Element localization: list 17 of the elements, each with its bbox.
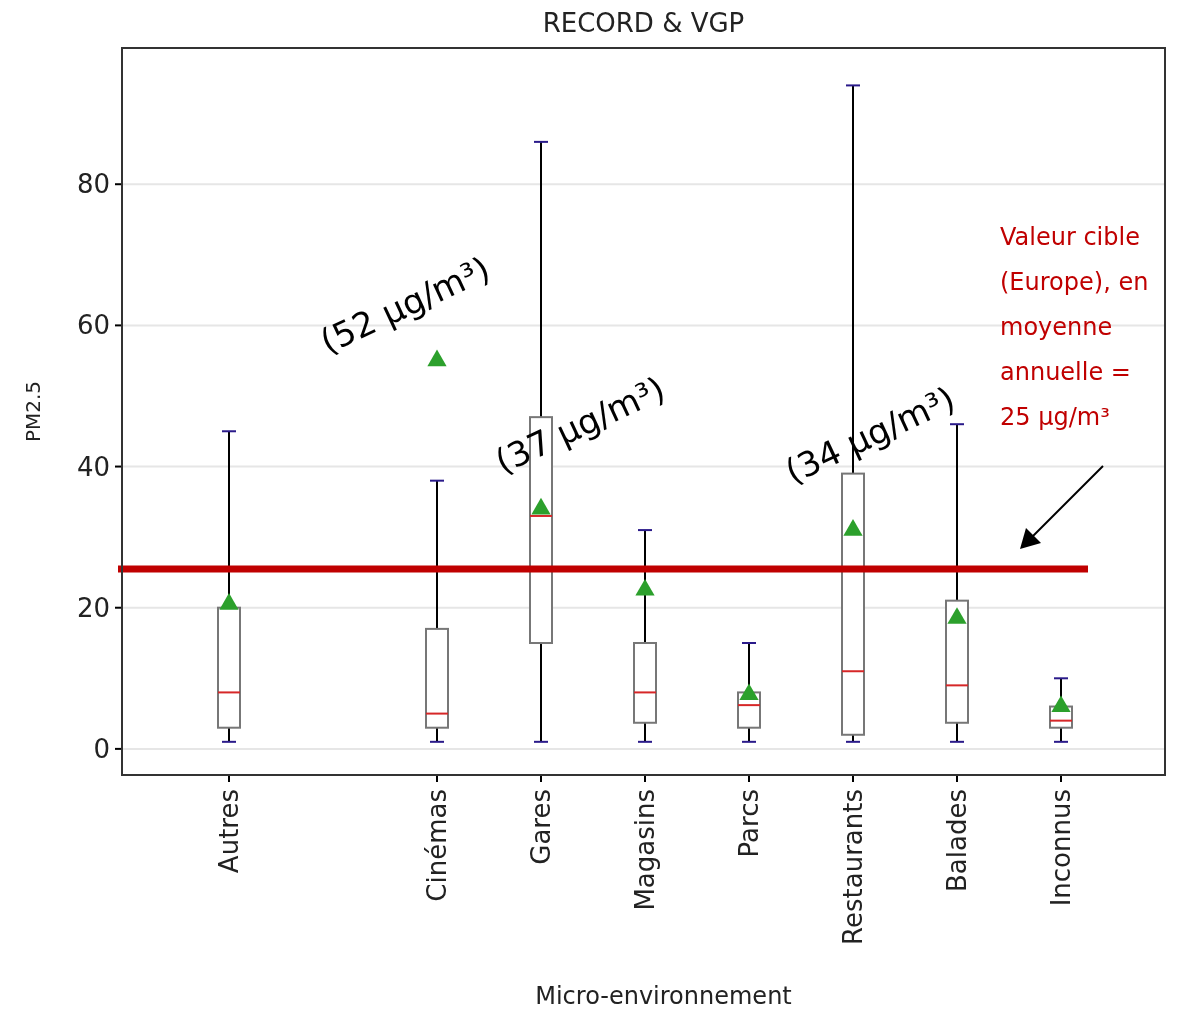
- y-axis-title: PM2.5: [21, 380, 45, 443]
- x-tick-label: Parcs: [734, 789, 765, 858]
- y-tick-label: 20: [76, 592, 110, 623]
- y-tick-label: 0: [93, 733, 110, 764]
- y-tick-label: 60: [76, 310, 110, 341]
- x-tick-label: Autres: [214, 789, 245, 874]
- x-tick-label: Balades: [942, 789, 973, 892]
- x-tick-label: Gares: [526, 789, 557, 865]
- x-tick-label: Restaurants: [838, 789, 869, 945]
- chart-title: RECORD & VGP: [542, 8, 745, 38]
- ref-line-label: Valeur cible (Europe), en moyenne annuelle = 25 µg/m³: [1000, 223, 1149, 431]
- x-tick-label: Inconnus: [1046, 789, 1077, 907]
- x-axis-title: Micro-environnement: [535, 982, 792, 1009]
- y-tick-label: 80: [76, 169, 110, 200]
- y-tick-label: 40: [76, 451, 110, 482]
- x-tick-label: Cinémas: [422, 789, 453, 902]
- x-tick-label: Magasins: [630, 789, 661, 911]
